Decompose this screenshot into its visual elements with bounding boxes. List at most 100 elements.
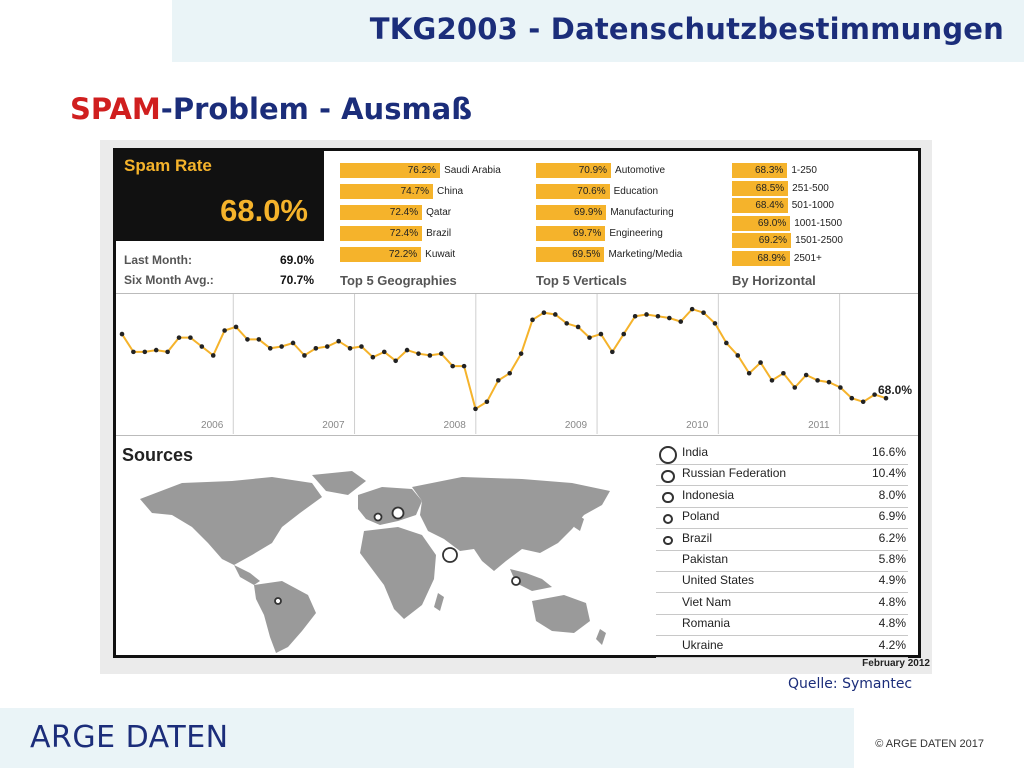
source-row: Viet Nam 4.8% (656, 593, 908, 615)
horizontal-bar (732, 198, 788, 213)
spam-trend-chart: 200620072008200920102011201268.0% (119, 294, 912, 434)
horizontal-bar-value: 69.2% (758, 235, 788, 246)
source-marker-india (442, 547, 458, 563)
southeast-asia-shape (510, 569, 552, 591)
horizontal-bar-value: 69.0% (757, 217, 787, 229)
source-country: Viet Nam (682, 594, 732, 609)
verticals-bar-value: 70.6% (577, 186, 606, 197)
data-point (347, 346, 353, 351)
new-zealand-shape (596, 629, 606, 645)
asia-shape (412, 477, 610, 571)
geographies-bar (340, 163, 441, 178)
data-point (678, 319, 684, 324)
data-point (507, 370, 513, 376)
verticals-bar-value: 69.5% (572, 249, 601, 260)
source-marker-brazil (274, 597, 282, 605)
slide-subtitle: SPAM-Problem - Ausmaß (70, 92, 472, 126)
data-point (153, 347, 159, 353)
horizontal-bar-label: 1001-1500 (794, 217, 843, 229)
source-percentage: 4.8% (878, 616, 906, 631)
data-point (610, 349, 615, 355)
data-point (838, 385, 843, 390)
source-percentage: 10.4% (871, 466, 906, 481)
data-point (324, 344, 330, 349)
source-marker-poland (373, 512, 383, 522)
horizontal-bar (732, 233, 792, 248)
horizontal-bar-label: 1501-2500 (795, 235, 843, 246)
verticals-bar-label: Manufacturing (610, 207, 674, 218)
geographies-bar (340, 205, 423, 220)
data-point (667, 315, 672, 321)
australia-shape (532, 595, 590, 633)
geographies-bar-label: Qatar (426, 207, 452, 218)
source-percentage: 4.8% (878, 594, 906, 609)
data-point (279, 344, 284, 349)
data-point (142, 349, 148, 355)
verticals-bar (536, 226, 606, 241)
data-point (860, 399, 866, 405)
geographies-bar-value: 74.7% (400, 186, 429, 197)
verticals-bar-value: 69.9% (573, 207, 603, 218)
geographies-bar-value: 76.2% (407, 165, 437, 176)
data-point (416, 351, 421, 356)
source-circle-icon (661, 469, 675, 484)
data-point (313, 346, 319, 351)
data-point (233, 324, 239, 330)
source-country: Pakistan (682, 552, 729, 566)
geographies-bar (340, 226, 423, 241)
geographies-bar-value: 72.4% (389, 228, 419, 239)
six-month-label: Six Month Avg.: (124, 273, 214, 287)
data-point (849, 395, 855, 401)
geographies-bar (340, 184, 433, 199)
x-tick-label: 2009 (565, 420, 588, 431)
data-point (256, 337, 262, 342)
data-point (564, 321, 570, 326)
source-percentage: 6.2% (878, 530, 906, 545)
data-point (461, 363, 467, 369)
source-percentage: 8.0% (878, 487, 906, 502)
source-marker-indonesia (511, 576, 521, 586)
x-tick-label: 2006 (201, 420, 224, 431)
horizontal-bar (732, 180, 789, 196)
data-point (530, 317, 535, 323)
south-america-shape (254, 581, 316, 653)
source-row: Poland 6.9% (656, 507, 908, 530)
horizontal-bar-label: 251-500 (792, 182, 829, 194)
verticals-bar-label: Education (613, 186, 659, 197)
divider (116, 435, 918, 436)
data-point (781, 370, 786, 376)
geographies-bar-label: Brazil (426, 228, 452, 239)
data-point (176, 335, 182, 340)
geographies-bar-label: Kuwait (425, 249, 456, 260)
six-month-value: 70.7% (280, 273, 315, 287)
data-point (758, 360, 763, 365)
geographies-bar-label: China (436, 186, 464, 197)
data-point (769, 378, 775, 383)
horizontal-bar-label: 501-1000 (791, 200, 834, 211)
data-point (359, 344, 364, 349)
data-point (370, 354, 376, 360)
data-point (393, 358, 398, 364)
data-point (724, 340, 729, 346)
footer-bar (0, 708, 854, 768)
source-percentage: 5.8% (878, 552, 906, 566)
verticals-bar-value: 70.9% (578, 165, 608, 176)
subtitle-highlight: SPAM (70, 92, 161, 126)
data-point (655, 313, 661, 319)
slide-title: TKG2003 - Datenschutzbestimmungen (369, 12, 1004, 46)
data-point (188, 335, 193, 340)
verticals-bar-label: Marketing/Media (608, 249, 683, 260)
europe-shape (358, 487, 422, 525)
horizontal-bar (732, 215, 791, 231)
data-point (210, 353, 216, 358)
copyright: © ARGE DATEN 2017 (875, 738, 984, 750)
geographies-bar (340, 247, 422, 262)
horizontal-bar-value: 68.4% (755, 200, 784, 211)
report-date: February 2012 (862, 658, 930, 669)
spam-rate-value: 68.0% (220, 193, 308, 228)
source-circle-icon (662, 514, 674, 525)
source-country: Ukraine (682, 637, 724, 652)
x-tick-label: 2008 (444, 420, 467, 431)
source-row: Indonesia 8.0% (656, 486, 908, 508)
horizontal-bar-value: 68.5% (755, 182, 785, 194)
